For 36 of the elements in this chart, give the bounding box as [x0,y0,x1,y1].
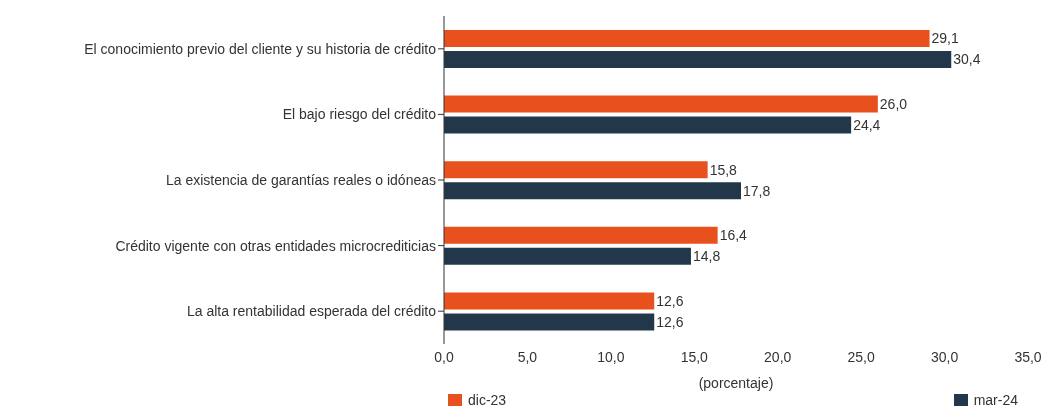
bar [444,313,655,331]
x-axis-title: (porcentaje) [698,375,774,391]
data-label: 15,8 [709,161,738,178]
y-tick-label: Crédito vigente con otras entidades microcrediticias [115,237,436,254]
bar [444,116,852,134]
x-tick-label: 25,0 [847,348,875,365]
data-label: 29,1 [931,30,960,47]
x-tick-label: 5,0 [517,348,538,365]
data-label: 14,8 [692,248,721,265]
legend-label: mar-24 [972,392,1018,408]
data-label: 30,4 [953,51,981,68]
x-tick-label: 30,0 [930,348,959,365]
y-tick-label: El bajo riesgo del crédito [282,106,437,123]
data-label: 24,4 [853,117,881,133]
data-label: 16,4 [719,227,748,244]
x-tick-label: 10,0 [597,348,625,365]
x-tick-label: 35,0 [1014,348,1042,365]
bar [444,161,708,179]
bar [444,182,742,200]
data-label: 26,0 [879,96,908,112]
y-tick-label: La alta rentabilidad esperada del crédito [186,303,437,320]
bar [444,51,952,68]
data-label: 12,6 [656,313,684,330]
bar [444,247,691,265]
y-tick-label: La existencia de garantías reales o idóneas [165,171,436,188]
data-label: 17,8 [743,182,771,199]
data-label: 12,6 [656,292,684,309]
bar [444,30,930,47]
bar [444,95,878,113]
bar [444,226,718,244]
x-tick-label: 15,0 [680,348,709,365]
y-tick-label: El conocimiento previo del cliente y su historia de crédito [84,40,437,57]
legend-label: dic-23 [467,392,507,408]
x-tick-label: 20,0 [764,348,792,365]
x-tick-label: 0,0 [434,348,454,365]
bar [444,292,655,310]
